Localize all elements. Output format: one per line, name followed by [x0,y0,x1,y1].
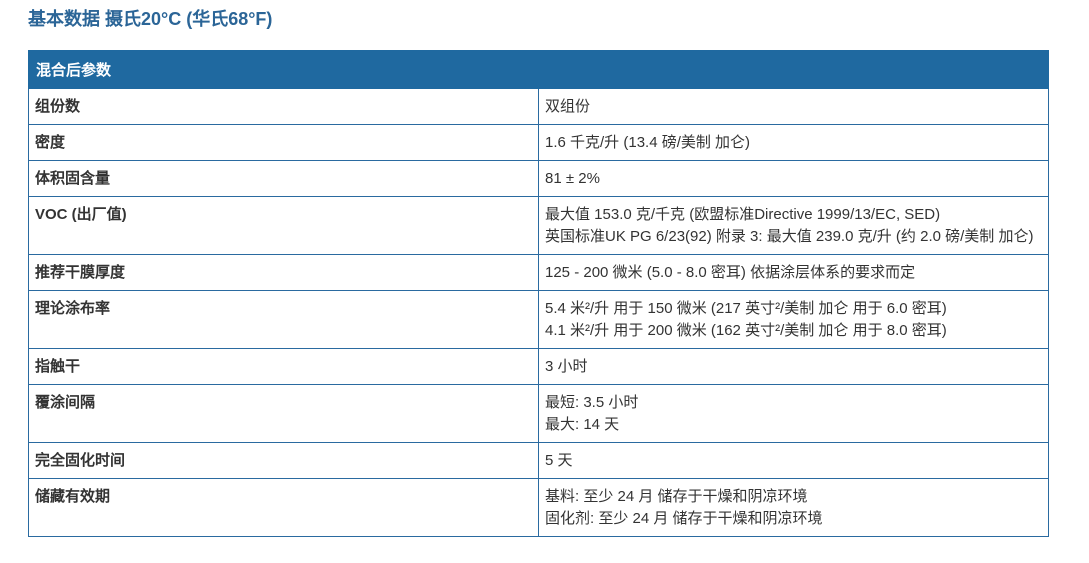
table-row: 完全固化时间 5 天 [28,442,1049,479]
row-value: 最短: 3.5 小时 最大: 14 天 [538,384,1049,443]
value-line: 3 小时 [545,358,588,375]
row-value: 5.4 米²/升 用于 150 微米 (217 英寸²/美制 加仑 用于 6.0… [538,290,1049,349]
row-value: 基料: 至少 24 月 储存于干燥和阴凉环境 固化剂: 至少 24 月 储存于干燥… [538,478,1049,537]
value-line: 固化剂: 至少 24 月 储存于干燥和阴凉环境 [545,510,823,527]
row-value: 5 天 [538,442,1049,479]
row-label: 密度 [28,124,539,161]
table-row: 组份数 双组份 [28,88,1049,125]
row-label: 理论涂布率 [28,290,539,349]
table-header: 混合后参数 [28,50,1049,89]
row-value: 最大值 153.0 克/千克 (欧盟标准Directive 1999/13/EC… [538,196,1049,255]
row-value: 125 - 200 微米 (5.0 - 8.0 密耳) 依据涂层体系的要求而定 [538,254,1049,291]
row-value: 双组份 [538,88,1049,125]
value-line: 英国标准UK PG 6/23(92) 附录 3: 最大值 239.0 克/升 (… [545,228,1034,245]
row-value: 81 ± 2% [538,160,1049,197]
row-label: 组份数 [28,88,539,125]
value-line: 基料: 至少 24 月 储存于干燥和阴凉环境 [545,488,808,505]
value-line: 81 ± 2% [545,170,600,187]
table-row: 推荐干膜厚度 125 - 200 微米 (5.0 - 8.0 密耳) 依据涂层体系… [28,254,1049,291]
value-line: 最大值 153.0 克/千克 (欧盟标准Directive 1999/13/EC… [545,206,941,223]
section-title: 基本数据 摄氏20°C (华氏68°F) [28,9,273,29]
value-line: 最大: 14 天 [545,416,620,433]
value-line: 4.1 米²/升 用于 200 微米 (162 英寸²/美制 加仑 用于 8.0… [545,322,947,339]
value-line: 125 - 200 微米 (5.0 - 8.0 密耳) 依据涂层体系的要求而定 [545,264,916,281]
row-label: 指触干 [28,348,539,385]
value-line: 1.6 千克/升 (13.4 磅/美制 加仑) [545,134,751,151]
value-line: 最短: 3.5 小时 [545,394,639,411]
table-row: 体积固含量 81 ± 2% [28,160,1049,197]
value-line: 双组份 [545,98,591,115]
table-row: 覆涂间隔 最短: 3.5 小时 最大: 14 天 [28,384,1049,443]
table-row: 储藏有效期 基料: 至少 24 月 储存于干燥和阴凉环境 固化剂: 至少 24 月 … [28,478,1049,537]
row-label: 完全固化时间 [28,442,539,479]
row-label: VOC (出厂值) [28,196,539,255]
row-label: 覆涂间隔 [28,384,539,443]
row-label: 储藏有效期 [28,478,539,537]
table-row: 理论涂布率 5.4 米²/升 用于 150 微米 (217 英寸²/美制 加仑 用… [28,290,1049,349]
table-row: VOC (出厂值) 最大值 153.0 克/千克 (欧盟标准Directive 1… [28,196,1049,255]
row-label: 推荐干膜厚度 [28,254,539,291]
row-value: 1.6 千克/升 (13.4 磅/美制 加仑) [538,124,1049,161]
properties-table: 混合后参数 组份数 双组份 密度 1.6 千克/升 (13.4 磅/美制 加仑) 体积固… [28,50,1049,537]
table-row: 密度 1.6 千克/升 (13.4 磅/美制 加仑) [28,124,1049,161]
value-line: 5.4 米²/升 用于 150 微米 (217 英寸²/美制 加仑 用于 6.0… [545,300,947,317]
row-label: 体积固含量 [28,160,539,197]
row-value: 3 小时 [538,348,1049,385]
value-line: 5 天 [545,452,573,469]
table-row: 指触干 3 小时 [28,348,1049,385]
